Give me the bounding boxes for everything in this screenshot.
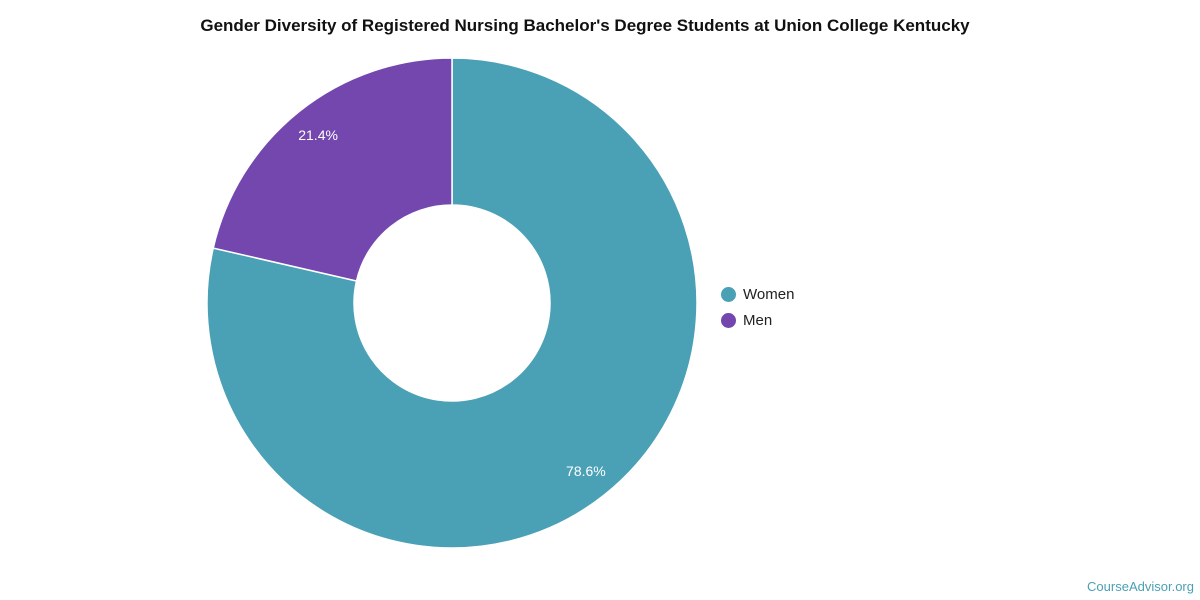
legend-label-women: Women: [743, 285, 795, 303]
slice-label-women: 78.6%: [566, 463, 606, 479]
slices-group: [206, 57, 698, 549]
legend-item-women[interactable]: Women: [721, 281, 794, 307]
legend-swatch-women: [721, 286, 736, 302]
chart-title: Gender Diversity of Registered Nursing B…: [200, 16, 970, 35]
legend: Women Men: [721, 281, 794, 333]
slice-labels-group: 78.6% 21.4%: [298, 127, 606, 479]
watermark-link[interactable]: CourseAdvisor.org: [1087, 579, 1194, 594]
slice-label-men: 21.4%: [298, 127, 338, 143]
slice-men[interactable]: [212, 57, 453, 282]
legend-item-men[interactable]: Men: [721, 307, 794, 333]
legend-swatch-men: [721, 312, 736, 328]
slice-women[interactable]: [206, 57, 698, 549]
legend-label-men: Men: [743, 311, 773, 329]
